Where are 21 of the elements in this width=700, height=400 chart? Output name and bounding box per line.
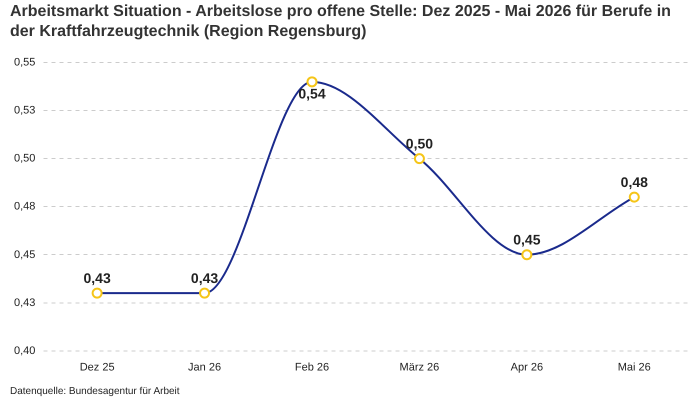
data-label: 0,50 [406,136,434,152]
y-tick-label: 0,48 [14,200,36,213]
x-tick-label: März 26 [400,361,440,374]
y-tick-label: 0,50 [14,152,36,165]
data-label: 0,48 [620,174,648,190]
y-tick-label: 0,55 [14,56,36,69]
chart-title: Arbeitsmarkt Situation - Arbeitslose pro offene Stelle: Dez 2025 - Mai 2026 für Berufe in der Kraftfahrzeugtechnik (Region Regensburg) [10,2,672,42]
data-label: 0,54 [298,86,326,102]
x-tick-label: Apr 26 [510,361,544,374]
y-tick-label: 0,53 [14,104,36,117]
y-tick-label: 0,43 [14,296,36,309]
y-tick-label: 0,45 [14,248,36,261]
x-tick-label: Mai 26 [618,361,651,374]
data-label: 0,45 [513,232,541,248]
x-tick-label: Jan 26 [188,361,222,374]
x-tick-label: Dez 25 [80,361,115,374]
data-label: 0,43 [190,270,218,286]
y-tick-label: 0,40 [14,344,36,357]
x-tick-label: Feb 26 [294,361,330,374]
data-label: 0,43 [84,270,111,286]
text: Datenquelle: Bundesagentur für Arbeit [10,386,180,397]
